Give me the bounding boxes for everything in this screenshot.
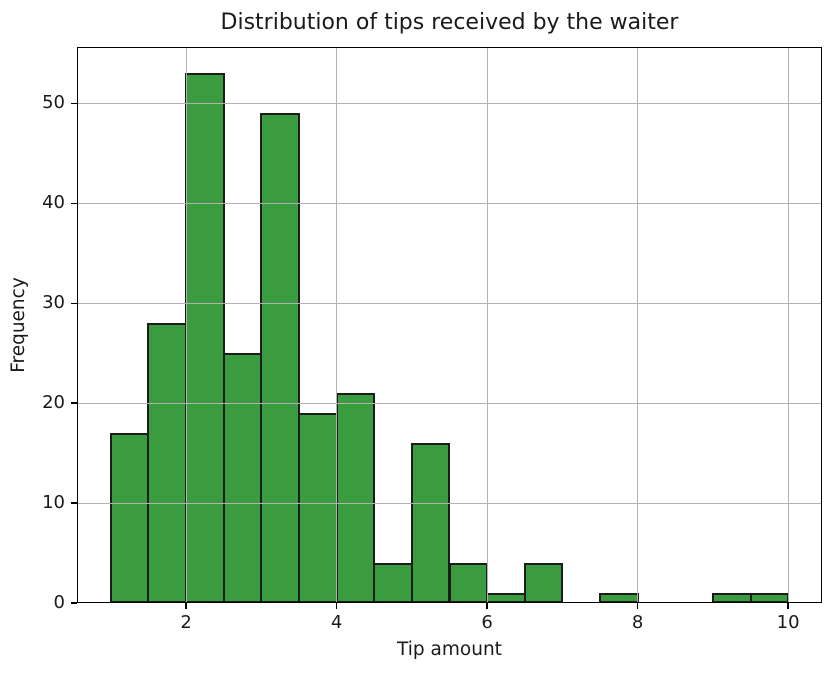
histogram-bar: [711, 593, 752, 603]
y-gridline: [77, 102, 822, 104]
x-gridline: [336, 47, 338, 603]
histogram-bar: [410, 443, 451, 603]
x-tick-mark: [787, 603, 789, 609]
y-gridline: [77, 402, 822, 404]
histogram-bar: [109, 433, 150, 603]
histogram-bar: [297, 413, 338, 603]
y-tick-label: 20: [42, 392, 65, 414]
x-axis-label: Tip amount: [397, 639, 502, 660]
histogram-bar: [185, 73, 225, 603]
histogram-bar: [373, 563, 413, 603]
y-tick-label: 30: [42, 292, 65, 314]
x-tick-label: 2: [180, 612, 192, 633]
y-tick-label: 50: [42, 92, 65, 114]
x-gridline: [486, 47, 488, 603]
y-tick-mark: [71, 202, 77, 205]
histogram-bar: [260, 113, 300, 603]
plot-area: [77, 47, 822, 603]
histogram-bar: [523, 563, 564, 603]
y-tick-label: 40: [42, 192, 65, 214]
x-gridline: [185, 47, 187, 603]
y-gridline: [77, 502, 822, 504]
x-gridline: [787, 47, 789, 603]
y-tick-label: 0: [53, 592, 65, 613]
histogram-bar: [335, 393, 376, 603]
x-tick-label: 8: [631, 612, 644, 633]
histogram-bar: [749, 593, 790, 603]
x-tick-mark: [636, 603, 639, 609]
histogram-bar: [147, 323, 188, 603]
x-tick-label: 10: [776, 612, 800, 633]
y-tick-mark: [71, 402, 77, 404]
histogram-bar: [486, 593, 526, 603]
histogram-bar: [222, 353, 263, 603]
y-gridline: [77, 302, 822, 304]
x-tick-mark: [335, 603, 338, 609]
x-gridline: [637, 47, 639, 603]
x-tick-mark: [185, 603, 187, 609]
histogram-bar: [599, 593, 639, 603]
x-tick-mark: [486, 603, 488, 609]
histogram-bar: [448, 563, 489, 603]
x-tick-label: 6: [481, 612, 493, 633]
y-tick-mark: [71, 502, 77, 504]
y-tick-mark: [71, 602, 77, 604]
y-gridline: [77, 202, 822, 204]
y-tick-label: 10: [42, 492, 65, 514]
y-tick-mark: [71, 102, 77, 105]
x-tick-label: 4: [330, 612, 343, 633]
chart-title: Distribution of tips received by the wai…: [220, 10, 679, 35]
y-tick-mark: [71, 302, 77, 305]
